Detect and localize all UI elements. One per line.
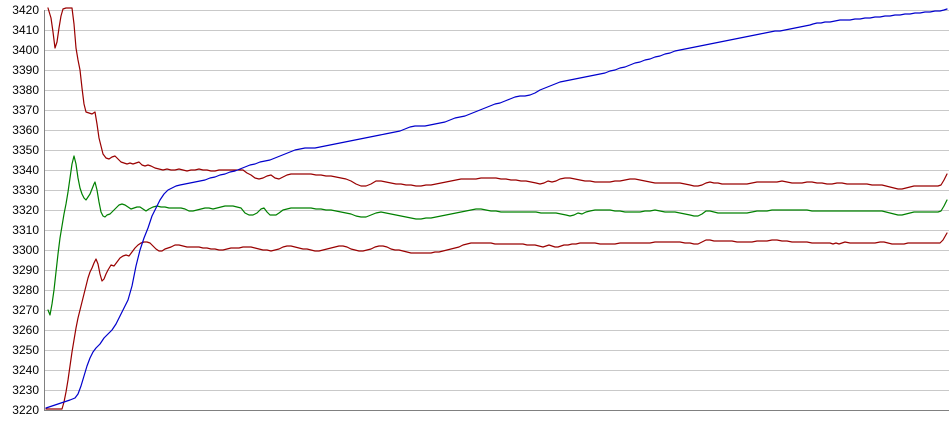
y-axis-tick-label: 3240 [12,363,39,377]
y-axis-tick-label: 3350 [12,143,39,157]
y-axis-tick-label: 3320 [12,203,39,217]
y-axis-tick-label: 3260 [12,323,39,337]
y-axis-tick-label: 3230 [12,383,39,397]
y-axis-tick-label: 3280 [12,283,39,297]
series-line-red-upper [47,7,948,190]
series-line-red-lower [45,232,948,410]
y-axis-tick-label: 3290 [12,263,39,277]
series-line-blue-rising [45,8,948,409]
series-line-green-mid [47,155,948,316]
y-axis-tick-label: 3250 [12,343,39,357]
y-axis-tick-label: 3220 [12,403,39,417]
y-axis-tick-label: 3400 [12,43,39,57]
y-axis-tick-label: 3390 [12,63,39,77]
y-axis-tick-label: 3360 [12,123,39,137]
y-axis-tick-label: 3370 [12,103,39,117]
y-axis-tick-label: 3310 [12,223,39,237]
y-axis-tick-label: 3380 [12,83,39,97]
y-axis-tick-label: 3340 [12,163,39,177]
y-axis-tick-label: 3300 [12,243,39,257]
y-axis-tick-label: 3410 [12,23,39,37]
y-axis-tick-label: 3270 [12,303,39,317]
y-axis-tick-label: 3330 [12,183,39,197]
y-axis-tick-label: 3420 [12,3,39,17]
